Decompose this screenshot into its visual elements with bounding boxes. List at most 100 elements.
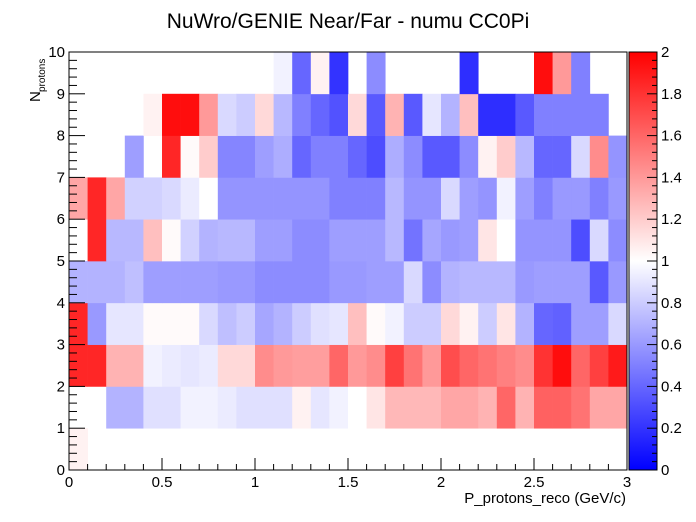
heatmap-cell bbox=[69, 428, 88, 471]
heatmap-cell bbox=[552, 261, 572, 304]
z-tick-label: 0.6 bbox=[661, 337, 682, 354]
heatmap-cell bbox=[589, 302, 609, 345]
heatmap-cell bbox=[608, 177, 628, 220]
heatmap-cell bbox=[385, 177, 405, 220]
heatmap-cell bbox=[496, 261, 516, 304]
heatmap-cell bbox=[162, 219, 181, 262]
heatmap-cell bbox=[236, 177, 256, 220]
heatmap-cell bbox=[589, 261, 609, 304]
heatmap-cell bbox=[459, 344, 479, 387]
heatmap-cell bbox=[348, 177, 367, 220]
heatmap-cell bbox=[217, 219, 237, 262]
heatmap-cell bbox=[459, 302, 479, 345]
heatmap-cell bbox=[292, 302, 312, 345]
heatmap-cell bbox=[273, 93, 293, 136]
heatmap-cell bbox=[478, 344, 498, 387]
heatmap-cell bbox=[255, 135, 274, 178]
heatmap-cell bbox=[534, 219, 553, 262]
heatmap-cell bbox=[310, 219, 330, 262]
color-scale-axis: 0 0.2 0.4 0.6 0.8 1 1.2 1.4 1.6 1.8 2 bbox=[647, 44, 682, 479]
heatmap-cell bbox=[441, 135, 460, 178]
heatmap-cell bbox=[143, 302, 163, 345]
heatmap-cell bbox=[552, 302, 572, 345]
heatmap-cell bbox=[273, 344, 293, 387]
heatmap-cell bbox=[124, 302, 144, 345]
heatmap-cell bbox=[106, 344, 126, 387]
heatmap-cell bbox=[329, 302, 349, 345]
heatmap-cell bbox=[329, 52, 349, 95]
heatmap-cell bbox=[310, 93, 330, 136]
heatmap-cell bbox=[552, 177, 572, 220]
heatmap-cell bbox=[608, 302, 628, 345]
heatmap-cell bbox=[217, 261, 237, 304]
heatmap-cell bbox=[459, 52, 479, 95]
heatmap-cell bbox=[255, 177, 274, 220]
heatmap-cell bbox=[534, 135, 553, 178]
heatmap-cell bbox=[403, 386, 423, 429]
z-tick-label: 1.4 bbox=[661, 169, 682, 186]
heatmap-cell bbox=[273, 135, 293, 178]
heatmap-cell bbox=[273, 177, 293, 220]
z-tick-label: 1.8 bbox=[661, 86, 682, 103]
heatmap-cell bbox=[366, 93, 386, 136]
heatmap-cell bbox=[162, 386, 181, 429]
heatmap-cell bbox=[329, 261, 349, 304]
heatmap-cell bbox=[310, 261, 330, 304]
heatmap-cell bbox=[571, 93, 591, 136]
z-tick-label: 0.2 bbox=[661, 420, 682, 437]
heatmap-cell bbox=[403, 93, 423, 136]
heatmap-cell bbox=[478, 261, 498, 304]
z-tick-label: 0.4 bbox=[661, 378, 682, 395]
x-axis: 0 0.5 1 1.5 2 2.5 3 bbox=[65, 458, 631, 491]
heatmap-cell bbox=[273, 261, 293, 304]
heatmap-cell bbox=[422, 135, 442, 178]
heatmap-cell bbox=[534, 302, 553, 345]
heatmap-cell bbox=[273, 219, 293, 262]
heatmap-cell bbox=[348, 386, 367, 429]
heatmap-cell bbox=[292, 261, 312, 304]
heatmap-cell bbox=[348, 93, 367, 136]
heatmap-cell bbox=[366, 386, 386, 429]
heatmap-cell bbox=[515, 302, 535, 345]
heatmap-cell bbox=[162, 93, 181, 136]
x-tick-label: 1.5 bbox=[338, 474, 359, 491]
heatmap-cell bbox=[385, 386, 405, 429]
heatmap-cell bbox=[515, 93, 535, 136]
heatmap-cell bbox=[589, 219, 609, 262]
heatmap-cell bbox=[534, 344, 553, 387]
heatmap-cell bbox=[552, 386, 572, 429]
heatmap-cell bbox=[180, 219, 200, 262]
heatmap-cell bbox=[199, 302, 219, 345]
heatmap-cell bbox=[589, 177, 609, 220]
y-axis-label: N protons bbox=[27, 59, 48, 102]
heatmap-cell bbox=[515, 344, 535, 387]
heatmap-cell bbox=[366, 52, 386, 95]
z-tick-label: 1.2 bbox=[661, 211, 682, 228]
heatmap-cell bbox=[236, 219, 256, 262]
heatmap-cell bbox=[571, 177, 591, 220]
heatmap-cell bbox=[292, 135, 312, 178]
heatmap-cell bbox=[310, 302, 330, 345]
z-tick-label: 2 bbox=[661, 44, 669, 61]
heatmap-cell bbox=[199, 219, 219, 262]
heatmap-cell bbox=[255, 219, 274, 262]
heatmap-cell bbox=[217, 93, 237, 136]
heatmap-cell bbox=[255, 344, 274, 387]
heatmap-cell bbox=[552, 52, 572, 95]
heatmap-cell bbox=[217, 386, 237, 429]
z-tick-label: 0 bbox=[661, 462, 669, 479]
heatmap-cell bbox=[403, 219, 423, 262]
heatmap-cell bbox=[236, 386, 256, 429]
heatmap-cell bbox=[496, 135, 516, 178]
heatmap-cell bbox=[329, 219, 349, 262]
heatmap-cell bbox=[534, 93, 553, 136]
heatmap-cell bbox=[589, 135, 609, 178]
y-axis: 0 1 2 3 4 5 6 7 8 9 10 bbox=[48, 44, 85, 479]
heatmap-cell bbox=[571, 344, 591, 387]
heatmap-cell bbox=[589, 344, 609, 387]
y-tick-label: 2 bbox=[57, 378, 65, 395]
heatmap-cell bbox=[255, 386, 274, 429]
heatmap-cell bbox=[403, 135, 423, 178]
heatmap-cell bbox=[180, 177, 200, 220]
